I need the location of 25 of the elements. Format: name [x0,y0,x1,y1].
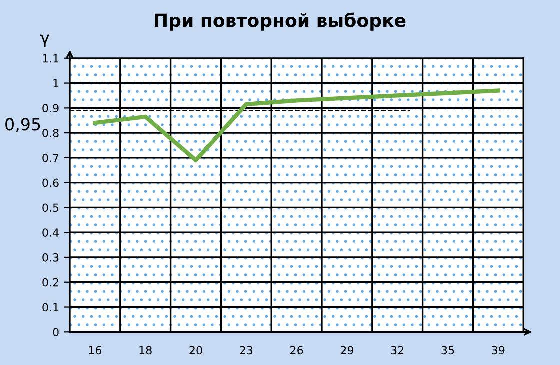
x-tick-label: 35 [442,346,454,355]
y-tick-label: 0.7 [42,154,59,162]
y-tick-label: 1 [54,79,59,88]
x-tick-label: 29 [340,346,354,355]
x-tick-label: 32 [391,346,404,355]
y-tick-label: 0.8 [42,129,59,138]
y-tick-label: 1.1 [43,54,59,63]
x-tick-label: 39 [492,346,505,355]
text: 0,95 [6,118,40,132]
y-tick-label: 0.9 [42,104,59,113]
y-tick-label: 0 [53,328,59,337]
x-tick-label: 26 [290,346,304,355]
x-tick-label: 23 [240,346,253,355]
y-tick-label: 0.3 [42,253,59,262]
y-axis-title: γ [40,34,50,48]
x-tick-label: 18 [140,346,152,355]
y-tick-label: 0.6 [42,178,59,188]
x-tick-label: 20 [190,346,202,355]
x-tick-label: 16 [89,346,102,355]
chart-title: При повторной выборке [155,12,406,31]
y-tick-label: 0.2 [42,278,58,287]
line-series [93,88,500,163]
y-tick-label: 0.1 [42,303,59,312]
y-tick-label: 0.4 [42,228,59,237]
y-tick-label: 0.5 [42,204,59,212]
